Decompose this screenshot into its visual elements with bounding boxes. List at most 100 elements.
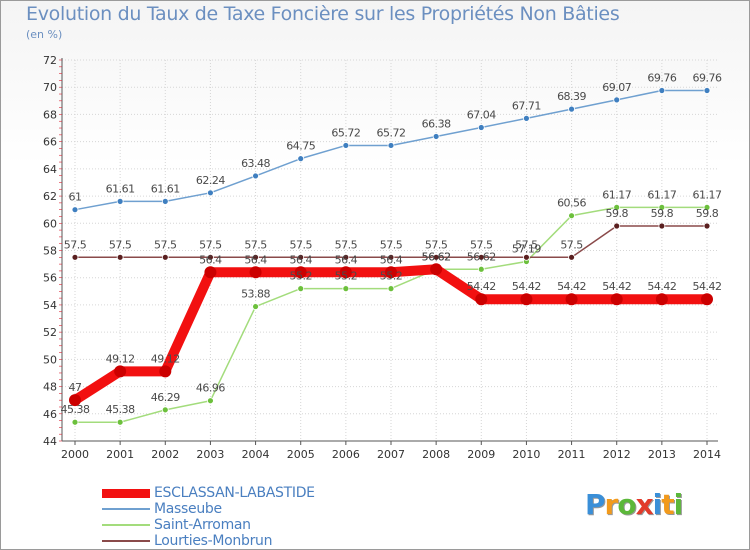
data-label-lourties-monbrun: 57.5 [560,238,583,251]
data-point-masseube [116,197,124,205]
data-label-masseube: 69.07 [602,81,631,94]
data-point-masseube [207,189,214,197]
x-tick-label: 2008 [422,448,450,461]
data-point-lourties-monbrun [161,253,169,261]
data-label-masseube: 61.61 [106,182,135,195]
x-tick-label: 2012 [603,448,631,461]
legend-label: Masseube [154,501,222,517]
data-label-lourties-monbrun: 57.5 [289,238,312,251]
data-label-saint-arroman: 46.29 [151,391,180,404]
legend-item-saint-arroman: Saint-Arroman [102,517,251,533]
data-label-lourties-monbrun: 57.5 [64,238,87,251]
data-point-lourties-monbrun [432,253,440,261]
x-tick-label: 2010 [512,448,540,461]
data-label-masseube: 67.04 [467,108,496,121]
data-label-esclassan-labastide: 56.4 [289,253,312,266]
data-point-lourties-monbrun [387,253,395,261]
data-label-masseube: 69.76 [693,71,722,84]
data-point-masseube [252,172,259,180]
data-label-masseube: 61.61 [151,182,180,195]
data-label-saint-arroman: 57.19 [512,243,541,256]
data-label-esclassan-labastide: 56.4 [380,253,403,266]
data-point-saint-arroman [116,418,124,426]
data-label-esclassan-labastide: 49.12 [106,352,135,365]
proxiti-logo: Proxiti [585,488,683,521]
data-point-saint-arroman [658,203,666,211]
x-tick-label: 2011 [558,448,586,461]
legend-item-esclassan-labastide: ESCLASSAN-LABASTIDE [102,485,315,501]
legend-swatch [102,524,150,526]
data-point-esclassan-labastide [655,293,668,306]
x-tick-label: 2007 [377,448,405,461]
data-label-esclassan-labastide: 54.42 [647,280,676,293]
data-point-masseube [658,87,666,94]
data-label-saint-arroman: 55.2 [335,270,358,283]
data-label-masseube: 63.48 [241,157,270,170]
data-label-esclassan-labastide: 47 [69,381,82,394]
data-label-lourties-monbrun: 59.8 [651,207,674,220]
data-point-saint-arroman [71,418,79,426]
data-point-esclassan-labastide [114,365,127,378]
data-label-saint-arroman: 56.62 [467,250,496,263]
legend-item-lourties-monbrun: Lourties-Monbrun [102,533,273,549]
data-point-masseube [387,142,395,149]
data-point-esclassan-labastide [565,293,578,306]
logo-letter: P [585,488,606,521]
data-label-saint-arroman: 61.17 [602,188,631,201]
legend-swatch [102,540,150,542]
data-label-esclassan-labastide: 54.42 [693,280,722,293]
data-point-masseube [568,105,575,113]
y-tick-label: 62 [43,190,57,203]
data-point-masseube [161,197,169,205]
x-tick-label: 2002 [151,448,179,461]
data-point-masseube [297,155,305,163]
data-label-lourties-monbrun: 57.5 [335,238,358,251]
data-point-saint-arroman [207,397,214,405]
data-point-esclassan-labastide [159,365,172,378]
chart-title: Evolution du Taux de Taxe Foncière sur l… [26,3,620,25]
data-point-esclassan-labastide [204,266,217,279]
data-label-esclassan-labastide: 56.4 [335,253,358,266]
legend-item-masseube: Masseube [102,501,222,517]
data-label-masseube: 67.71 [512,99,541,112]
data-label-saint-arroman: 46.96 [196,382,225,395]
data-label-lourties-monbrun: 59.8 [605,207,628,220]
data-label-masseube: 69.76 [647,71,676,84]
data-label-lourties-monbrun: 57.5 [470,238,493,251]
data-label-esclassan-labastide: 49.12 [151,352,180,365]
y-tick-label: 64 [43,163,57,176]
y-tick-label: 50 [43,353,57,366]
data-label-saint-arroman: 55.2 [380,270,403,283]
data-point-saint-arroman [297,285,305,293]
logo-letter: t [661,488,674,521]
data-point-masseube [71,206,79,214]
legend-label: ESCLASSAN-LABASTIDE [154,485,315,501]
data-point-saint-arroman [252,303,259,310]
y-tick-label: 68 [43,108,57,121]
data-label-lourties-monbrun: 57.5 [109,238,132,251]
data-label-esclassan-labastide: 56.4 [244,253,267,266]
data-label-lourties-monbrun: 57.5 [199,238,222,251]
data-point-lourties-monbrun [477,253,485,261]
data-label-masseube: 62.24 [196,174,225,187]
data-point-masseube [342,142,350,149]
y-tick-label: 58 [43,245,57,258]
y-tick-label: 60 [43,217,57,230]
data-point-lourties-monbrun [703,222,711,230]
data-label-lourties-monbrun: 57.5 [425,238,448,251]
data-point-lourties-monbrun [523,253,530,261]
data-label-saint-arroman: 56.62 [422,250,451,263]
legend-label: Saint-Arroman [154,517,251,533]
legend-swatch [102,488,150,498]
data-label-masseube: 65.72 [331,126,360,139]
legend-swatch [102,508,150,510]
data-label-lourties-monbrun: 57.5 [154,238,177,251]
y-tick-label: 52 [43,326,57,339]
x-tick-label: 2000 [61,448,89,461]
data-point-masseube [523,114,530,122]
y-tick-label: 44 [43,435,57,448]
y-tick-label: 72 [43,54,57,67]
data-point-lourties-monbrun [207,253,214,261]
data-point-saint-arroman [342,285,350,293]
